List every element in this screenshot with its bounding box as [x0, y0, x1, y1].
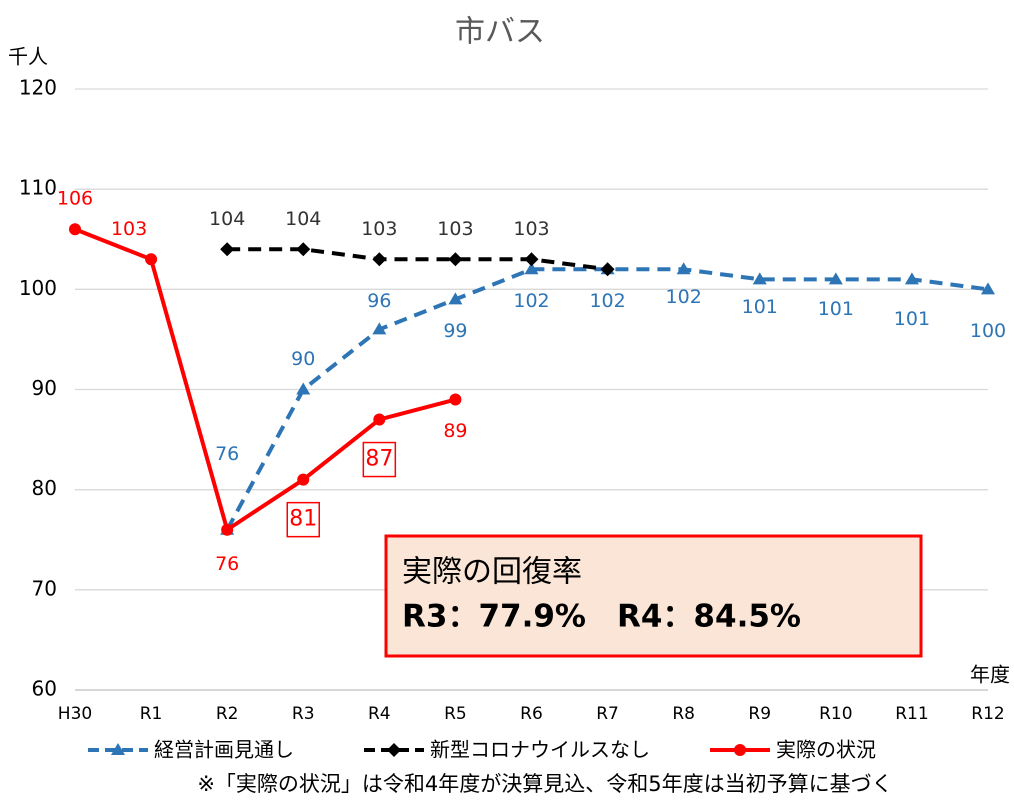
marker — [69, 223, 81, 236]
marker — [220, 242, 235, 257]
y-tick-label: 110 — [19, 176, 57, 200]
marker — [904, 272, 919, 285]
y-tick-label: 90 — [32, 376, 57, 400]
data-label: 90 — [291, 348, 315, 370]
label-box — [362, 441, 397, 478]
chart-title: 市バス — [455, 15, 545, 50]
legend-label: 経営計画見通し — [154, 738, 294, 762]
x-tick-label: R7 — [596, 704, 619, 724]
data-label: 102 — [513, 290, 549, 312]
data-label: 101 — [742, 296, 778, 318]
marker — [372, 322, 387, 335]
marker — [372, 252, 387, 267]
data-label: 99 — [443, 320, 467, 342]
data-label: 102 — [666, 286, 702, 308]
y-tick-label: 120 — [19, 76, 57, 100]
marker — [448, 292, 463, 305]
y-tick-label: 80 — [32, 476, 57, 500]
marker — [752, 272, 767, 285]
legend-item: 新型コロナウイルスなし — [364, 738, 650, 762]
data-label: 76 — [215, 443, 239, 465]
data-label: 104 — [209, 208, 245, 230]
y-tick-label: 70 — [32, 576, 57, 600]
x-tick-label: R4 — [368, 704, 391, 724]
marker — [145, 253, 158, 266]
marker — [221, 523, 234, 536]
data-label: 76 — [215, 553, 239, 575]
legend-item: 経営計画見通し — [88, 738, 294, 762]
x-tick-label: R11 — [895, 704, 928, 724]
marker — [449, 393, 462, 406]
marker — [296, 242, 311, 257]
marker — [524, 252, 539, 267]
data-label: 87 — [365, 447, 393, 472]
series-line — [227, 247, 608, 272]
marker — [448, 252, 463, 267]
marker — [111, 743, 125, 755]
y-axis-label: 千人 — [8, 45, 48, 69]
x-tick-label: R6 — [520, 704, 543, 724]
data-label: 102 — [589, 290, 625, 312]
data-label: 101 — [818, 298, 854, 320]
marker — [981, 282, 995, 295]
legend-label: 新型コロナウイルスなし — [430, 738, 650, 762]
marker — [734, 744, 746, 756]
marker — [387, 743, 401, 757]
data-label: 106 — [57, 188, 93, 210]
marker — [296, 382, 311, 395]
data-label: 103 — [361, 218, 397, 240]
legend-item: 実際の状況 — [710, 738, 876, 762]
data-label: 101 — [894, 308, 930, 330]
x-tick-label: R12 — [971, 704, 1004, 724]
data-label: 96 — [367, 290, 391, 312]
x-tick-label: R5 — [444, 704, 467, 724]
data-label: 103 — [437, 218, 473, 240]
data-label: 104 — [285, 208, 321, 230]
footnote: ※「実際の状況」は令和4年度が決算見込、令和5年度は当初予算に基づく — [197, 772, 892, 796]
data-label: 89 — [443, 420, 467, 442]
annotation-text: R3：77.9% R4：84.5% — [402, 599, 801, 635]
marker — [600, 262, 615, 277]
annotation-box — [384, 534, 923, 658]
x-tick-label: R8 — [672, 704, 695, 724]
marker — [373, 413, 386, 426]
label-box — [286, 501, 320, 538]
x-tick-label: H30 — [58, 704, 92, 724]
marker — [524, 262, 539, 275]
x-tick-label: R1 — [140, 704, 163, 724]
marker — [676, 262, 691, 275]
data-label: 103 — [513, 218, 549, 240]
x-tick-label: R3 — [292, 704, 315, 724]
legend-label: 実際の状況 — [776, 738, 876, 762]
x-tick-label: R9 — [748, 704, 771, 724]
data-label: 100 — [970, 320, 1006, 342]
data-label: 103 — [111, 218, 147, 240]
y-tick-label: 60 — [32, 677, 57, 701]
y-tick-label: 100 — [19, 276, 57, 300]
annotation-title: 実際の回復率 — [402, 555, 582, 590]
marker — [828, 272, 843, 285]
marker — [297, 473, 310, 486]
x-tick-label: R2 — [216, 704, 239, 724]
x-tick-label: R10 — [819, 704, 852, 724]
series-line — [74, 227, 456, 532]
x-axis-label: 年度 — [970, 663, 1010, 687]
data-label: 81 — [289, 507, 317, 532]
